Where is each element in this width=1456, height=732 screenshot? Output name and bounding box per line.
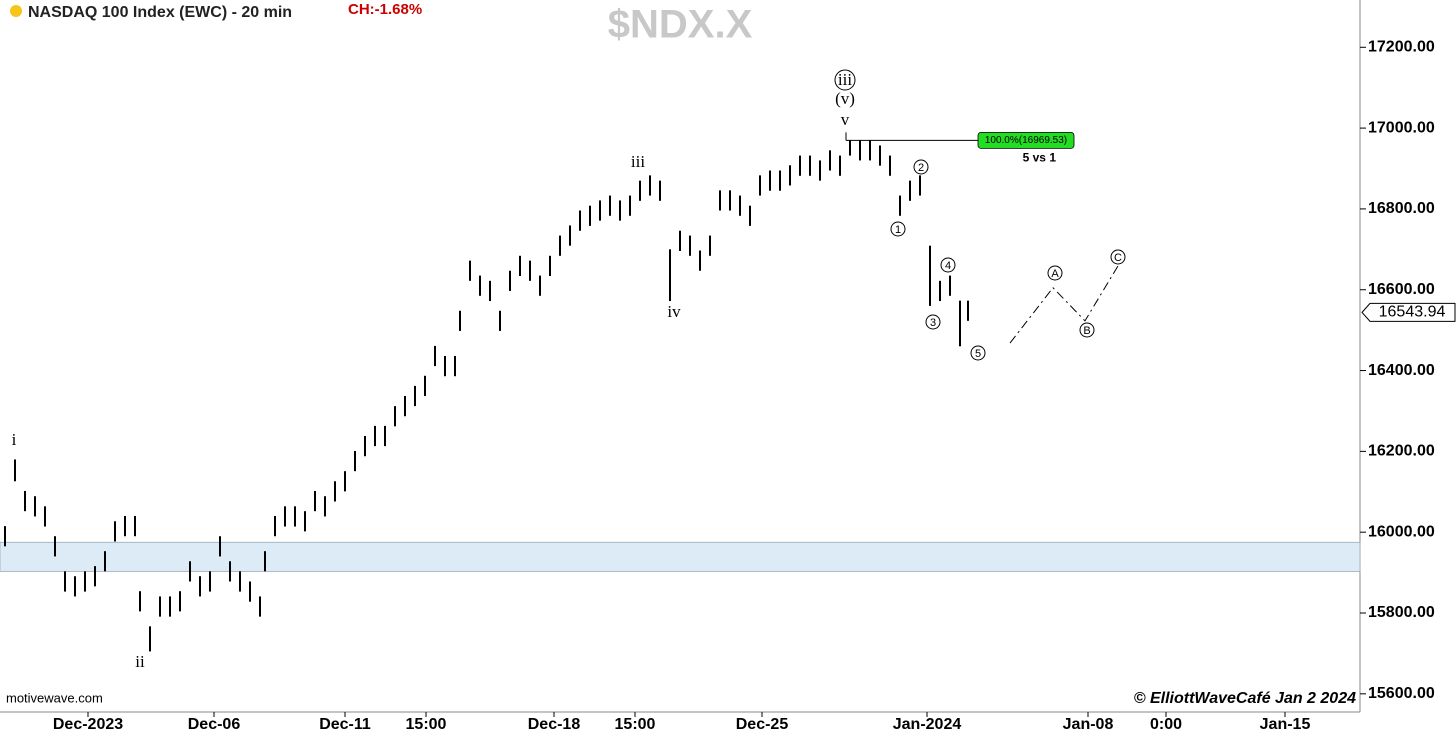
wave-label: (v) xyxy=(835,89,855,108)
chart-title: $NDX.X xyxy=(608,3,753,47)
wave-label: iii xyxy=(631,152,645,171)
wave-label: iii xyxy=(838,70,852,89)
credit-label: © ElliottWaveCafé Jan 2 2024 xyxy=(1134,690,1356,707)
x-tick-label: Jan-15 xyxy=(1260,716,1311,732)
x-tick-label: 15:00 xyxy=(406,716,447,732)
wave-circle xyxy=(1110,249,1126,265)
wave-circle xyxy=(1047,265,1063,281)
y-tick-label: 16000.00 xyxy=(1368,523,1435,540)
wave-circle xyxy=(925,314,941,330)
wave-circle xyxy=(940,257,956,273)
wave-label: C xyxy=(1114,252,1122,264)
x-tick-label: Dec-11 xyxy=(319,716,371,732)
wave-label: 3 xyxy=(930,317,936,329)
change-label: CH:-1.68% xyxy=(348,1,422,18)
y-tick-label: 16800.00 xyxy=(1368,200,1435,217)
x-tick-label: Dec-2023 xyxy=(53,716,123,732)
x-tick-label: Dec-06 xyxy=(188,716,241,732)
price-label: 16543.94 xyxy=(1379,304,1446,321)
wave-label: i xyxy=(12,430,17,449)
x-tick-label: Jan-08 xyxy=(1063,716,1114,732)
target-box xyxy=(977,132,1075,149)
y-tick-label: 17200.00 xyxy=(1368,38,1435,55)
wave-label: 2 xyxy=(918,162,924,174)
wave-label: iv xyxy=(667,302,681,321)
y-tick-label: 17000.00 xyxy=(1368,119,1435,136)
y-tick-label: 15800.00 xyxy=(1368,604,1435,621)
support-zone xyxy=(0,541,1361,572)
wave-circle xyxy=(970,345,986,361)
price-marker xyxy=(1361,302,1456,322)
wave-label: v xyxy=(841,110,850,129)
wave-circle xyxy=(1079,322,1095,338)
wave-circle xyxy=(890,221,906,237)
wave-label: A xyxy=(1051,268,1059,280)
target-label: 100.0%(16969.53) xyxy=(985,135,1067,146)
wave-label: 1 xyxy=(895,224,901,236)
x-tick-label: Dec-18 xyxy=(528,716,581,732)
target-note: 5 vs 1 xyxy=(1023,151,1057,165)
y-tick-label: 16200.00 xyxy=(1368,443,1435,460)
x-tick-label: 15:00 xyxy=(615,716,656,732)
status-dot xyxy=(10,5,22,17)
wave-circle xyxy=(913,159,929,175)
source-label: motivewave.com xyxy=(6,690,103,705)
chart-subtitle: NASDAQ 100 Index (EWC) - 20 min xyxy=(28,4,292,21)
wave-circle xyxy=(834,69,856,91)
x-tick-label: Dec-25 xyxy=(736,716,789,732)
x-tick-label: 0:00 xyxy=(1150,716,1182,732)
wave-label: ii xyxy=(135,652,145,671)
wave-label: B xyxy=(1083,325,1090,337)
wave-label: 5 xyxy=(975,348,981,360)
wave-label: 4 xyxy=(945,260,951,272)
y-tick-label: 16600.00 xyxy=(1368,281,1435,298)
x-tick-label: Jan-2024 xyxy=(893,716,962,732)
y-tick-label: 16400.00 xyxy=(1368,362,1435,379)
y-tick-label: 15600.00 xyxy=(1368,685,1435,702)
